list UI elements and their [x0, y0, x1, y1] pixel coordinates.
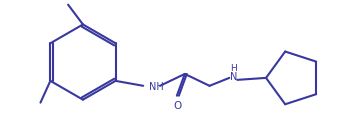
Text: N: N [230, 72, 237, 82]
Text: O: O [174, 101, 182, 111]
Text: H: H [230, 65, 237, 73]
Text: NH: NH [149, 82, 164, 92]
